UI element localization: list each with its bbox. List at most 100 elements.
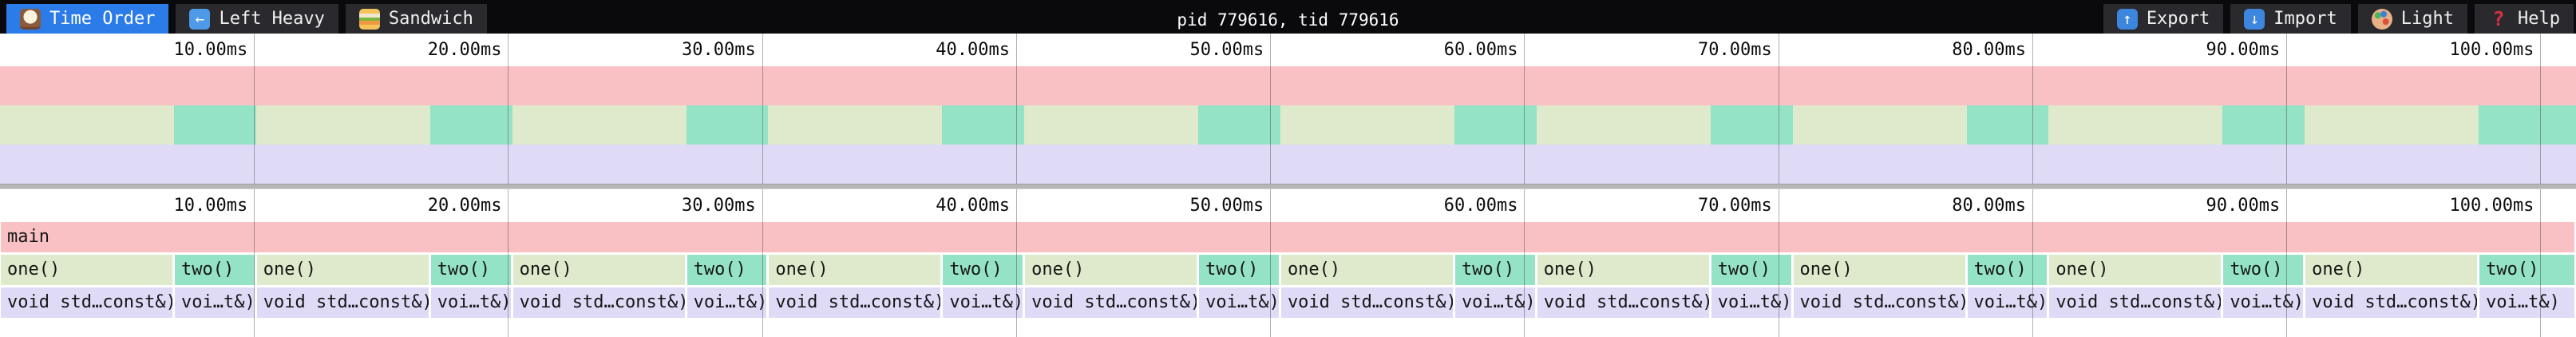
- minimap-frame-one: [255, 105, 430, 145]
- frame-void-std-const[interactable]: void std…const&): [1280, 287, 1453, 318]
- minimap-frame-void-std-const: [512, 145, 687, 184]
- tick-label: 80.00ms: [1952, 196, 2026, 216]
- tick-label: 100.00ms: [2449, 196, 2534, 216]
- left-arrow-icon: ←: [189, 8, 211, 30]
- frame-two[interactable]: two(): [943, 255, 1023, 285]
- light-button[interactable]: Light: [2357, 4, 2468, 34]
- minimap-frame-two: [1198, 105, 1280, 145]
- frame-two[interactable]: two(): [1454, 255, 1535, 285]
- tick-label: 70.00ms: [1697, 40, 1772, 60]
- flame-row-depth-1: one() two() one() two() one() two() one() two()…: [0, 255, 2576, 285]
- frame-void-std-const[interactable]: void std…const&): [256, 287, 429, 318]
- tick-label: 80.00ms: [1952, 40, 2026, 60]
- export-button[interactable]: ↑ Export: [2103, 4, 2224, 34]
- tab-sandwich[interactable]: Sandwich: [345, 4, 487, 34]
- frame-voi-t[interactable]: voi…t&): [1711, 287, 1791, 318]
- toolbar-actions: ↑ Export ↓ Import Light? Help: [2103, 4, 2574, 34]
- minimap-rows: [0, 66, 2576, 184]
- frame-two[interactable]: two(): [2223, 255, 2304, 285]
- frame-two[interactable]: two(): [1711, 255, 1791, 285]
- sandwich-icon: [358, 8, 380, 30]
- frame-one[interactable]: one(): [1537, 255, 1709, 285]
- minimap-frame-voi-t: [173, 145, 256, 184]
- frame-void-std-const[interactable]: void std…const&): [2305, 287, 2478, 318]
- frame-two[interactable]: two(): [687, 255, 767, 285]
- frame-one[interactable]: one(): [2305, 255, 2478, 285]
- flame-row-depth-0: main: [0, 222, 2576, 252]
- frame-one[interactable]: one(): [512, 255, 685, 285]
- minimap-frame-voi-t: [1710, 145, 1793, 184]
- frame-voi-t[interactable]: voi…t&): [1967, 287, 2048, 318]
- palette-icon: [2371, 8, 2392, 30]
- minimap-frame-one: [1536, 105, 1711, 145]
- minimap-frame-two: [1454, 105, 1537, 145]
- frame-voi-t[interactable]: voi…t&): [174, 287, 255, 318]
- minimap-frame-one: [512, 105, 687, 145]
- minimap-frame-void-std-const: [0, 145, 174, 184]
- frame-voi-t[interactable]: voi…t&): [943, 287, 1023, 318]
- panel-divider: [0, 184, 2576, 189]
- frame-voi-t[interactable]: voi…t&): [1199, 287, 1279, 318]
- minimap-frame-void-std-const: [2048, 145, 2223, 184]
- frame-void-std-const[interactable]: void std…const&): [1025, 287, 1197, 318]
- minimap-row-depth-0: [0, 66, 2576, 105]
- frame-one[interactable]: one(): [256, 255, 429, 285]
- frame-one[interactable]: one(): [1280, 255, 1453, 285]
- frame-one[interactable]: one(): [2049, 255, 2222, 285]
- flamegraph-timeline: 10.00ms 20.00ms 30.00ms 40.00ms 50.00ms 60.00…: [0, 189, 2576, 222]
- tab-left-heavy[interactable]: ← Left Heavy: [176, 4, 338, 34]
- tab-label: Time Order: [49, 9, 156, 29]
- minimap-frame-voi-t: [686, 145, 769, 184]
- frame-voi-t[interactable]: voi…t&): [1454, 287, 1535, 318]
- frame-voi-t[interactable]: voi…t&): [2479, 287, 2574, 318]
- frame-voi-t[interactable]: voi…t&): [687, 287, 767, 318]
- minimap-frame-voi-t: [1198, 145, 1280, 184]
- toolbar: Time Order ← Left Heavy Sandwich pid 779616…: [0, 0, 2576, 34]
- tick-label: 30.00ms: [682, 40, 756, 60]
- minimap-frame-voi-t: [429, 145, 512, 184]
- tick-label: 50.00ms: [1189, 40, 1264, 60]
- tick-label: 40.00ms: [936, 196, 1010, 216]
- view-tabs: Time Order ← Left Heavy Sandwich: [6, 4, 487, 34]
- frame-one[interactable]: one(): [1793, 255, 1965, 285]
- frame-two[interactable]: two(): [174, 255, 255, 285]
- frame-one[interactable]: one(): [1025, 255, 1197, 285]
- minimap-row-depth-1: [0, 105, 2576, 145]
- tab-label: Left Heavy: [219, 9, 325, 29]
- import-button[interactable]: ↓ Import: [2230, 4, 2351, 34]
- frame-two[interactable]: two(): [430, 255, 511, 285]
- tick-label: 90.00ms: [2206, 196, 2281, 216]
- minimap-frame-void-std-const: [255, 145, 430, 184]
- minimap-frame-main: [0, 66, 2576, 105]
- frame-void-std-const[interactable]: void std…const&): [1793, 287, 1965, 318]
- minimap-frame-voi-t: [1966, 145, 2049, 184]
- frame-two[interactable]: two(): [1199, 255, 1279, 285]
- frame-one[interactable]: one(): [769, 255, 941, 285]
- frame-two[interactable]: two(): [2479, 255, 2574, 285]
- tick-label: 50.00ms: [1189, 196, 1264, 216]
- tick-label: 60.00ms: [1443, 196, 1518, 216]
- flamegraph-view[interactable]: 10.00ms 20.00ms 30.00ms 40.00ms 50.00ms 60.00…: [0, 189, 2576, 337]
- frame-void-std-const[interactable]: void std…const&): [512, 287, 685, 318]
- minimap-frame-void-std-const: [1280, 145, 1454, 184]
- help-button[interactable]: ? Help: [2475, 4, 2574, 34]
- frame-void-std-const[interactable]: void std…const&): [1, 287, 172, 318]
- minimap-frame-voi-t: [1454, 145, 1537, 184]
- frame-void-std-const[interactable]: void std…const&): [2049, 287, 2222, 318]
- minimap[interactable]: 10.00ms 20.00ms 30.00ms 40.00ms 50.00ms 60.00…: [0, 34, 2576, 184]
- minimap-frame-void-std-const: [768, 145, 943, 184]
- frame-void-std-const[interactable]: void std…const&): [769, 287, 941, 318]
- frame-two[interactable]: two(): [1967, 255, 2048, 285]
- tick-label: 20.00ms: [427, 196, 502, 216]
- flamegraph-rows: main one() two() one() two() one() two() one() t…: [0, 222, 2576, 318]
- frame-main[interactable]: main: [1, 222, 2574, 252]
- tab-time-order[interactable]: Time Order: [6, 4, 169, 34]
- minimap-frame-two: [173, 105, 256, 145]
- minimap-frame-one: [1280, 105, 1454, 145]
- frame-one[interactable]: one(): [1, 255, 172, 285]
- frame-voi-t[interactable]: voi…t&): [430, 287, 511, 318]
- frame-void-std-const[interactable]: void std…const&): [1537, 287, 1709, 318]
- clock-icon: [20, 8, 41, 30]
- frame-voi-t[interactable]: voi…t&): [2223, 287, 2304, 318]
